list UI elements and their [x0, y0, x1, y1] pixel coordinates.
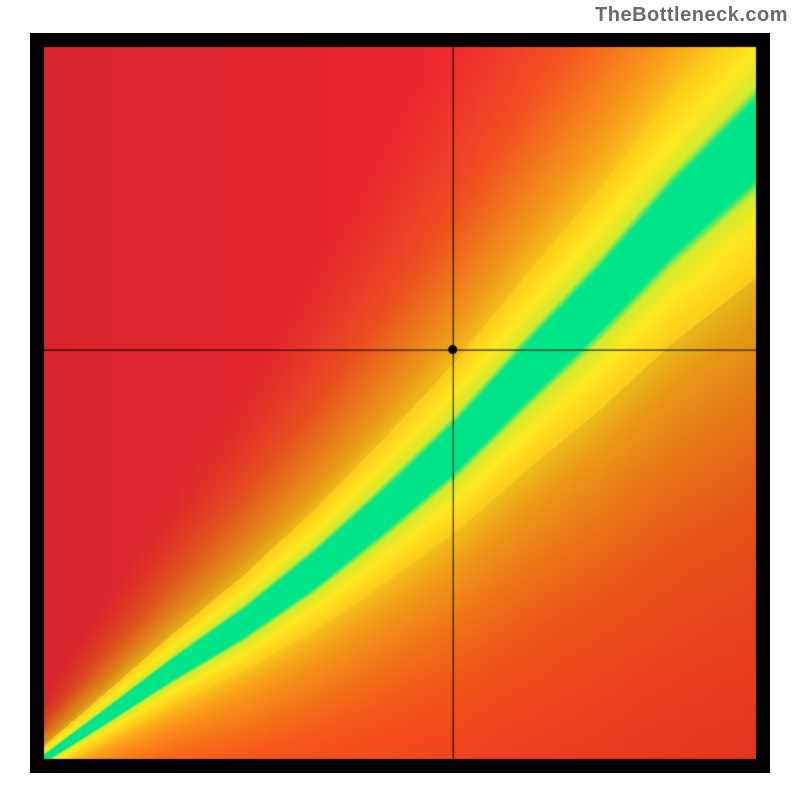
heatmap-canvas [30, 33, 770, 773]
attribution-text: TheBottleneck.com [595, 4, 788, 27]
page-root: { "attribution_text": "TheBottleneck.com… [0, 0, 800, 800]
